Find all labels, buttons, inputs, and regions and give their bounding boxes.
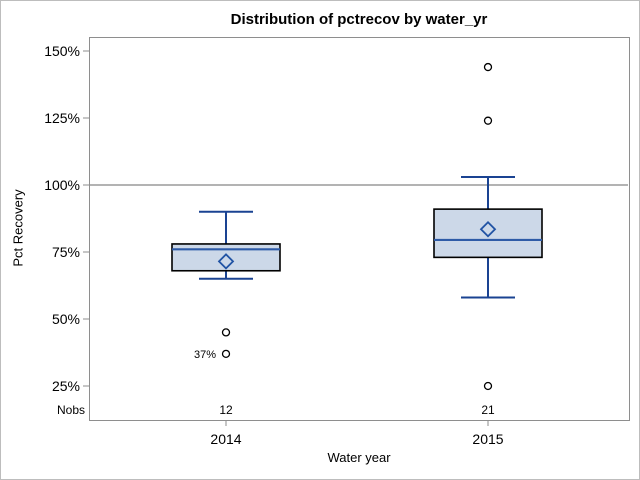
box-iqr (171, 243, 281, 272)
outlier-point (221, 349, 231, 358)
y-tick-label: 50% (52, 311, 80, 327)
y-tick-label: 100% (44, 177, 80, 193)
x-category-label: 2014 (210, 431, 241, 447)
x-category-label: 2015 (472, 431, 503, 447)
mean-diamond (217, 253, 235, 270)
y-tick-label: 25% (52, 378, 80, 394)
outlier-point (483, 381, 493, 391)
outlier-point (221, 328, 231, 337)
outlier-point (483, 116, 493, 125)
y-tick-label: 125% (44, 110, 80, 126)
y-tick-label: 150% (44, 43, 80, 59)
chart-title: Distribution of pctrecov by water_yr (230, 11, 488, 28)
plot-frame (89, 37, 630, 421)
y-tick-label: 75% (52, 244, 80, 260)
nobs-value: 21 (481, 403, 495, 417)
box-iqr (433, 208, 543, 259)
outlier-point (483, 62, 493, 72)
outlier-label: 37% (194, 349, 216, 361)
nobs-value: 12 (219, 403, 233, 417)
mean-diamond (479, 220, 497, 238)
x-axis-label: Water year (327, 450, 391, 465)
nobs-label: Nobs (57, 403, 85, 417)
